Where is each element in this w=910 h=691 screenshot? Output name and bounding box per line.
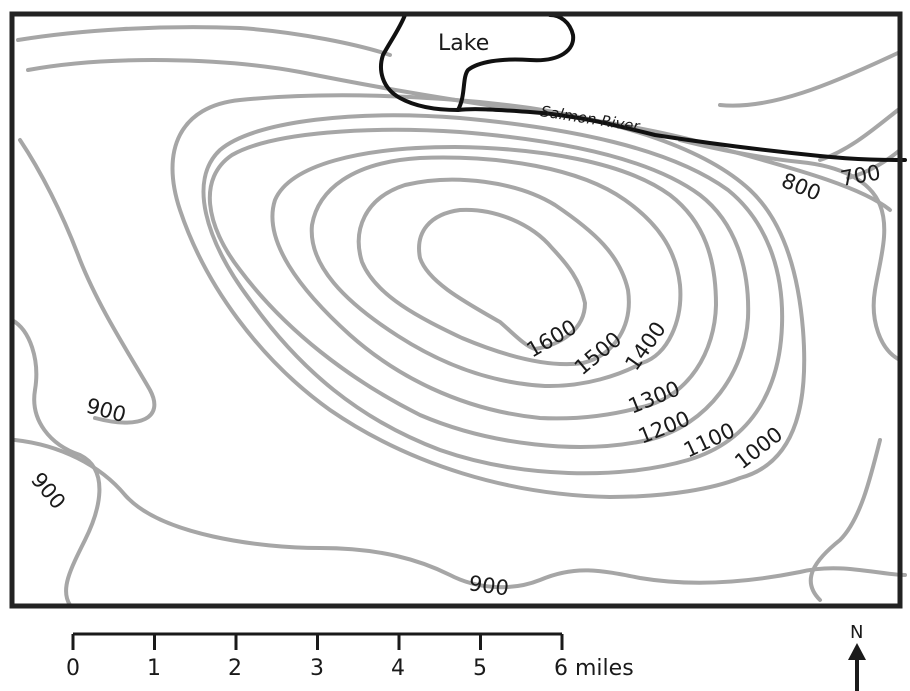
contour-1300 [270, 145, 718, 421]
contour-1600 [417, 207, 587, 351]
scale-unit-label: miles [575, 656, 634, 681]
contour-north-west-upper [16, 25, 392, 57]
scale-bar: 0 1 2 3 4 5 6 miles [66, 632, 634, 681]
contour-700-east [818, 108, 900, 162]
north-arrow-head [848, 643, 866, 660]
scale-label-5: 5 [473, 656, 487, 681]
contour-label-800: 800 [778, 168, 824, 205]
contour-label-900-southwest: 900 [26, 468, 70, 514]
contour-label-1600: 1600 [523, 315, 581, 363]
scale-label-6: 6 [554, 656, 568, 681]
contour-900-southwest [10, 318, 102, 607]
lake-shoreline [379, 13, 576, 112]
contour-1000 [170, 93, 807, 499]
contour-north-east-upper [718, 50, 902, 108]
contour-800-east [678, 138, 902, 362]
map-frame [9, 11, 903, 609]
contour-1100 [201, 113, 785, 476]
contour-lines [170, 93, 807, 499]
contour-1200 [207, 127, 751, 449]
contour-label-900-west: 900 [84, 394, 129, 428]
lake-label: Lake [438, 31, 489, 56]
contour-1400 [309, 155, 683, 389]
north-label: N [850, 622, 863, 643]
scale-label-4: 4 [391, 656, 405, 681]
contour-south-east-outer [808, 438, 882, 602]
contour-label-900-south: 900 [467, 571, 510, 600]
scale-label-1: 1 [147, 656, 161, 681]
scale-label-3: 3 [310, 656, 324, 681]
contour-900-north-band [26, 58, 892, 212]
contour-900-outer [13, 438, 907, 590]
water-features [379, 13, 907, 162]
outer-contour-lines [10, 25, 907, 607]
contour-label-700: 700 [839, 160, 883, 191]
contour-labels: 700 800 900 900 900 1000 1100 1200 1300 … [26, 160, 882, 600]
contour-900-west-loop [18, 138, 157, 425]
river-salmon [456, 107, 907, 162]
contour-700-east-inner [846, 148, 902, 180]
north-arrow: N [848, 622, 866, 691]
contour-1500 [356, 177, 631, 367]
scale-label-0: 0 [66, 656, 80, 681]
scale-label-2: 2 [228, 656, 242, 681]
